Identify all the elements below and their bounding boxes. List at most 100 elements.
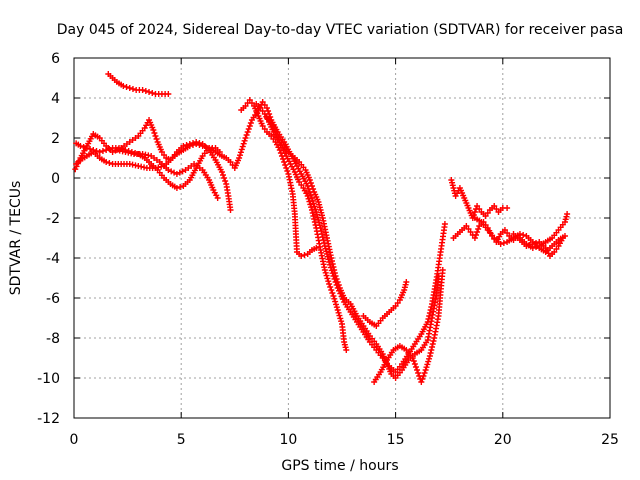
- data-point: [242, 135, 249, 141]
- data-point: [328, 258, 335, 264]
- data-point: [142, 88, 149, 94]
- data-point: [77, 143, 84, 149]
- data-point: [327, 284, 334, 290]
- series-t3: [73, 140, 223, 191]
- data-point: [333, 276, 340, 282]
- data-point: [312, 206, 319, 213]
- data-point: [93, 148, 100, 154]
- data-point: [334, 279, 341, 285]
- data-point: [504, 205, 511, 211]
- data-point: [325, 278, 332, 285]
- data-point: [332, 273, 339, 279]
- data-point: [328, 255, 335, 261]
- data-point: [274, 131, 281, 138]
- x-tick-label: 0: [70, 432, 79, 448]
- data-point: [321, 240, 328, 246]
- data-point: [419, 376, 426, 382]
- data-point: [180, 143, 187, 149]
- data-point: [239, 143, 246, 150]
- data-point: [332, 298, 339, 305]
- data-point: [308, 207, 315, 213]
- data-point: [426, 355, 433, 362]
- data-point: [312, 222, 319, 228]
- data-point: [308, 195, 315, 201]
- data-point: [307, 180, 314, 186]
- data-point: [244, 129, 251, 135]
- data-point: [343, 347, 350, 353]
- data-point: [177, 184, 184, 190]
- data-point: [183, 142, 190, 148]
- data-point: [331, 270, 338, 276]
- data-point: [151, 130, 158, 136]
- x-tick-label: 10: [279, 432, 297, 448]
- data-point: [246, 123, 253, 129]
- data-point: [281, 159, 288, 165]
- data-point: [313, 245, 320, 251]
- data-point: [470, 212, 477, 218]
- data-point: [76, 157, 83, 164]
- data-point: [473, 232, 479, 238]
- data-point: [323, 272, 330, 279]
- data-point: [271, 125, 278, 132]
- data-point: [329, 261, 336, 267]
- data-point: [306, 198, 313, 205]
- data-point: [337, 315, 344, 322]
- data-point: [415, 370, 422, 376]
- data-point: [186, 141, 193, 147]
- data-point: [153, 136, 160, 142]
- data-point: [241, 137, 248, 144]
- grid-lines: [74, 58, 610, 418]
- data-point: [202, 144, 209, 150]
- data-point: [265, 108, 272, 114]
- data-point: [321, 267, 328, 273]
- y-tick-label: 6: [51, 51, 60, 67]
- data-point: [149, 90, 156, 96]
- y-tick-label: 4: [51, 91, 60, 107]
- series-t2: [73, 139, 234, 213]
- data-point: [310, 186, 317, 192]
- x-tick-label: 15: [387, 432, 405, 448]
- series-t14: [510, 231, 566, 259]
- data-point: [216, 149, 223, 155]
- data-point: [335, 309, 342, 316]
- data-point: [123, 84, 130, 90]
- data-point: [173, 185, 180, 191]
- data-point: [275, 134, 282, 141]
- data-point: [409, 355, 416, 361]
- data-point: [72, 166, 79, 173]
- data-point: [414, 367, 421, 373]
- x-tick-label: 5: [177, 432, 186, 448]
- data-point: [304, 193, 311, 199]
- data-point: [245, 126, 252, 132]
- data-point: [193, 139, 200, 145]
- y-tick-label: -10: [37, 371, 60, 387]
- chart-title: Day 045 of 2024, Sidereal Day-to-day VTE…: [57, 22, 624, 38]
- data-point: [120, 83, 127, 89]
- data-point: [332, 301, 339, 308]
- data-point: [429, 344, 436, 350]
- data-point: [338, 318, 345, 325]
- data-point: [424, 361, 431, 368]
- data-point: [529, 241, 536, 247]
- data-point: [520, 232, 527, 238]
- data-point: [168, 168, 175, 175]
- data-point: [425, 358, 432, 365]
- data-point: [152, 133, 159, 139]
- data-point: [336, 312, 343, 319]
- y-tick-label: -4: [46, 251, 60, 267]
- data-point: [410, 358, 417, 364]
- x-axis-label: GPS time / hours: [281, 458, 398, 474]
- data-point: [237, 149, 244, 156]
- data-point: [96, 149, 103, 155]
- data-point: [428, 347, 435, 353]
- data-point: [328, 287, 335, 293]
- data-point: [423, 364, 430, 371]
- axis-ticks: 0 5 10 15 20 25 -12 -10 -8 -6 -4 -2 0 2 4 6: [37, 51, 619, 448]
- data-point: [311, 219, 318, 225]
- data-point: [564, 211, 571, 217]
- data-point: [214, 195, 221, 201]
- data-point: [272, 128, 279, 135]
- y-tick-label: -6: [46, 291, 60, 307]
- data-point: [331, 295, 338, 302]
